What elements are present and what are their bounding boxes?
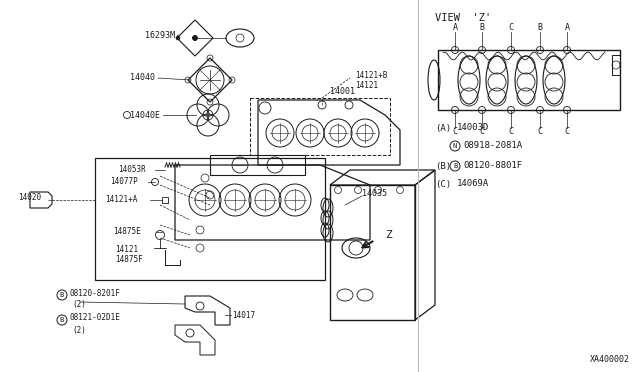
Text: 14121: 14121 <box>115 246 138 254</box>
Text: (2): (2) <box>72 301 86 310</box>
Text: 14121+B: 14121+B <box>355 71 387 80</box>
Circle shape <box>176 36 180 40</box>
Text: B: B <box>60 292 64 298</box>
Text: B: B <box>479 23 484 32</box>
Text: (2): (2) <box>72 326 86 334</box>
Text: 08120-8201F: 08120-8201F <box>70 289 121 298</box>
Text: C: C <box>564 128 570 137</box>
Text: 14121: 14121 <box>355 81 378 90</box>
Text: 14875F: 14875F <box>115 256 143 264</box>
Text: C: C <box>509 23 513 32</box>
Text: 08121-02D1E: 08121-02D1E <box>70 314 121 323</box>
Text: 14077P: 14077P <box>110 177 138 186</box>
Text: 14035: 14035 <box>362 189 387 198</box>
Text: XA400002: XA400002 <box>590 356 630 365</box>
Text: 14040: 14040 <box>130 74 155 83</box>
Text: Z: Z <box>385 230 392 240</box>
Text: B: B <box>453 163 457 169</box>
Text: VIEW  'Z': VIEW 'Z' <box>435 13 492 23</box>
Text: 14875E: 14875E <box>113 228 141 237</box>
Text: 14020: 14020 <box>18 192 41 202</box>
Text: 14069A: 14069A <box>457 180 489 189</box>
Text: 16293M: 16293M <box>145 31 175 39</box>
Text: A: A <box>564 23 570 32</box>
Text: 14040E: 14040E <box>130 110 160 119</box>
Text: C: C <box>452 128 458 137</box>
Text: N: N <box>453 143 457 149</box>
Text: A: A <box>452 23 458 32</box>
Text: B: B <box>538 23 543 32</box>
Text: 14017: 14017 <box>232 311 255 320</box>
Text: 14121+A: 14121+A <box>105 196 138 205</box>
Text: (A): (A) <box>435 124 451 132</box>
Text: 14001: 14001 <box>330 87 355 96</box>
Text: 08120-8801F: 08120-8801F <box>463 161 522 170</box>
Text: 08918-2081A: 08918-2081A <box>463 141 522 151</box>
Text: (C): (C) <box>435 180 451 189</box>
Text: B: B <box>60 317 64 323</box>
Text: (B): (B) <box>435 161 451 170</box>
Circle shape <box>193 35 198 41</box>
Text: 14003D: 14003D <box>457 124 489 132</box>
Text: 14053R: 14053R <box>118 166 146 174</box>
Text: C: C <box>509 128 513 137</box>
Text: C: C <box>538 128 543 137</box>
Text: C: C <box>479 128 484 137</box>
